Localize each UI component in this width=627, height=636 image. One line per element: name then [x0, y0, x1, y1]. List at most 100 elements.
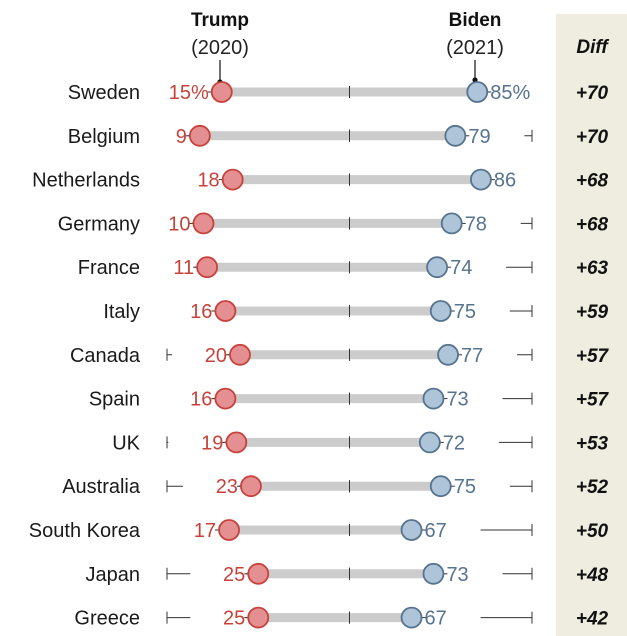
biden-label-backdrop	[488, 79, 547, 105]
biden-header-name: Biden	[449, 10, 502, 31]
trump-label-backdrop	[168, 429, 225, 456]
diff-value: +42	[576, 609, 609, 630]
trump-dot	[214, 300, 237, 322]
biden-value-label: 75	[454, 301, 476, 323]
diff-value: +48	[576, 565, 609, 586]
diff-value: +50	[576, 521, 609, 542]
country-label: Japan	[86, 564, 141, 586]
biden-value-label: 73	[446, 564, 468, 586]
diff-column-panel	[556, 14, 627, 636]
biden-dot	[444, 124, 467, 147]
biden-value-label: 74	[450, 257, 472, 279]
trump-dot	[192, 212, 215, 235]
trump-dot	[210, 81, 233, 103]
trump-label-backdrop	[135, 210, 192, 237]
diff-value: +63	[576, 258, 609, 279]
trump-label-backdrop	[157, 385, 214, 412]
diff-header: Diff	[576, 37, 609, 58]
diff-value: +68	[576, 214, 609, 235]
biden-label-backdrop	[462, 210, 521, 237]
chart-rows: 15% 85% Sweden +70 9 79 Belgium +70 18 86 Netherla…	[29, 79, 610, 631]
diff-value: +70	[576, 83, 609, 104]
trump-value-label: 19	[201, 432, 223, 454]
country-label: Australia	[62, 476, 141, 498]
diff-value: +70	[576, 127, 609, 148]
trump-value-label: 11	[173, 257, 194, 279]
biden-dot	[422, 387, 445, 410]
biden-label-backdrop	[444, 560, 503, 587]
biden-dot	[429, 300, 452, 322]
trump-value-label: 23	[216, 476, 238, 498]
country-label: Canada	[70, 345, 141, 367]
country-label: UK	[112, 432, 140, 454]
trump-value-label: 25	[223, 564, 245, 586]
trump-dot	[221, 168, 244, 191]
biden-value-label: 85%	[490, 82, 530, 104]
biden-label-backdrop	[466, 122, 525, 149]
diff-value: +59	[576, 302, 609, 323]
diff-value: +53	[576, 433, 609, 454]
trump-label-backdrop	[157, 298, 214, 324]
biden-label-backdrop	[422, 604, 481, 631]
country-label: Netherlands	[32, 170, 140, 192]
diff-value: +57	[576, 346, 610, 367]
biden-label-backdrop	[440, 429, 499, 456]
trump-value-label: 10	[168, 213, 190, 235]
biden-dot	[440, 212, 463, 235]
country-label: South Korea	[29, 520, 141, 542]
trump-value-label: 17	[194, 520, 216, 542]
trump-label-backdrop	[153, 79, 210, 105]
country-label: Greece	[74, 608, 140, 630]
trump-label-backdrop	[182, 473, 239, 500]
biden-dot	[400, 606, 423, 629]
trump-label-backdrop	[190, 604, 247, 631]
trump-dot	[214, 387, 237, 410]
trump-dot	[196, 256, 219, 279]
biden-dot	[429, 475, 452, 498]
biden-value-label: 73	[446, 389, 468, 411]
biden-dot	[422, 562, 445, 585]
trump-label-backdrop	[161, 517, 218, 543]
trump-dot	[240, 475, 262, 498]
biden-dot	[469, 168, 492, 191]
diff-value: +57	[576, 390, 610, 411]
biden-label-backdrop	[451, 298, 510, 324]
biden-value-label: 67	[425, 608, 447, 630]
trump-value-label: 20	[205, 345, 227, 367]
biden-value-label: 75	[454, 476, 476, 498]
country-label: Spain	[89, 389, 140, 411]
biden-label-backdrop	[444, 385, 503, 412]
diff-value: +52	[576, 477, 609, 498]
country-label: Italy	[103, 301, 140, 323]
trump-label-backdrop	[131, 122, 188, 149]
trump-label-backdrop	[139, 254, 196, 281]
trump-header-name: Trump	[191, 10, 249, 31]
biden-value-label: 79	[468, 126, 490, 148]
trump-dot	[247, 606, 270, 629]
biden-dot	[426, 256, 449, 279]
biden-dot	[466, 81, 489, 103]
country-label: Sweden	[68, 82, 140, 104]
biden-dot	[400, 519, 423, 541]
trump-dot	[188, 124, 211, 147]
biden-label-backdrop	[448, 254, 507, 281]
biden-label-backdrop	[451, 473, 510, 500]
biden-label-backdrop	[491, 166, 550, 193]
biden-dot	[418, 431, 441, 454]
trump-value-label: 16	[190, 389, 212, 411]
biden-dot	[437, 343, 459, 366]
trump-value-label: 16	[190, 301, 212, 323]
country-label: Germany	[58, 213, 140, 235]
biden-value-label: 86	[494, 170, 516, 192]
biden-value-label: 72	[443, 432, 465, 454]
biden-label-backdrop	[459, 341, 518, 368]
trump-label-backdrop	[164, 166, 221, 193]
country-label: France	[78, 257, 140, 279]
trump-value-label: 25	[223, 608, 245, 630]
country-label: Belgium	[68, 126, 140, 148]
trump-value-label: 18	[197, 170, 219, 192]
biden-value-label: 67	[425, 520, 447, 542]
trump-dot	[218, 519, 240, 541]
biden-value-label: 78	[465, 213, 487, 235]
